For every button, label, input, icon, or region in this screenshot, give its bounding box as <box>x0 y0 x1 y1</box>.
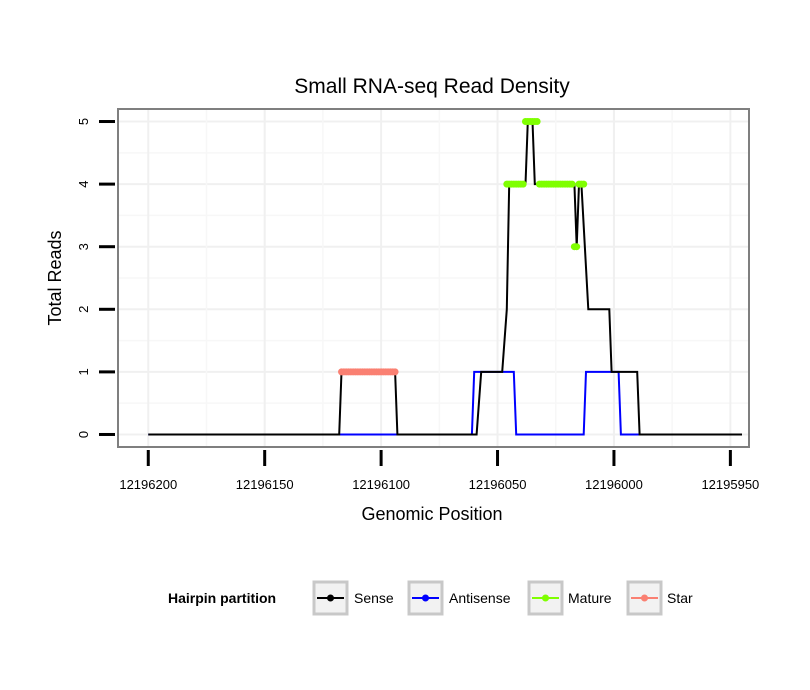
y-tick-label: 3 <box>76 243 91 250</box>
mature-point <box>568 180 576 188</box>
x-tick-label: 12196100 <box>352 477 410 492</box>
legend-swatch-point-antisense <box>422 594 429 602</box>
y-tick-label: 2 <box>76 306 91 313</box>
legend-swatch-point-mature <box>542 594 549 602</box>
star-point <box>391 368 399 376</box>
x-tick-label: 12196000 <box>585 477 643 492</box>
mature-point <box>533 118 541 126</box>
y-tick-label: 0 <box>76 431 91 438</box>
legend: Hairpin partition Sense Antisense Mature St… <box>168 580 693 616</box>
legend-swatch-point-sense <box>327 594 334 602</box>
legend-label-antisense: Antisense <box>449 590 511 606</box>
antisense-line <box>148 370 742 436</box>
x-tick-label: 12195950 <box>701 477 759 492</box>
series-layer <box>148 118 742 436</box>
legend-label-star: Star <box>667 590 693 606</box>
y-tick-label: 4 <box>76 180 91 187</box>
chart-title: Small RNA-seq Read Density <box>294 75 570 98</box>
x-axis: 12196200 12196150 12196100 12196050 12196000… <box>119 450 759 492</box>
x-tick-label: 12196050 <box>469 477 527 492</box>
legend-label-mature: Mature <box>568 590 612 606</box>
x-tick-label: 12196150 <box>236 477 294 492</box>
legend-title: Hairpin partition <box>168 590 276 606</box>
legend-label-sense: Sense <box>354 590 394 606</box>
y-tick-label: 1 <box>76 368 91 375</box>
mature-point <box>580 180 588 188</box>
y-tick-label: 5 <box>76 118 91 125</box>
legend-swatch-point-star <box>641 594 648 602</box>
mature-point <box>519 180 527 188</box>
x-tick-label: 12196200 <box>119 477 177 492</box>
x-axis-title: Genomic Position <box>361 504 502 524</box>
y-axis: 0 1 2 3 4 5 <box>76 118 115 438</box>
y-axis-title: Total Reads <box>45 230 65 325</box>
mature-point <box>573 243 581 251</box>
